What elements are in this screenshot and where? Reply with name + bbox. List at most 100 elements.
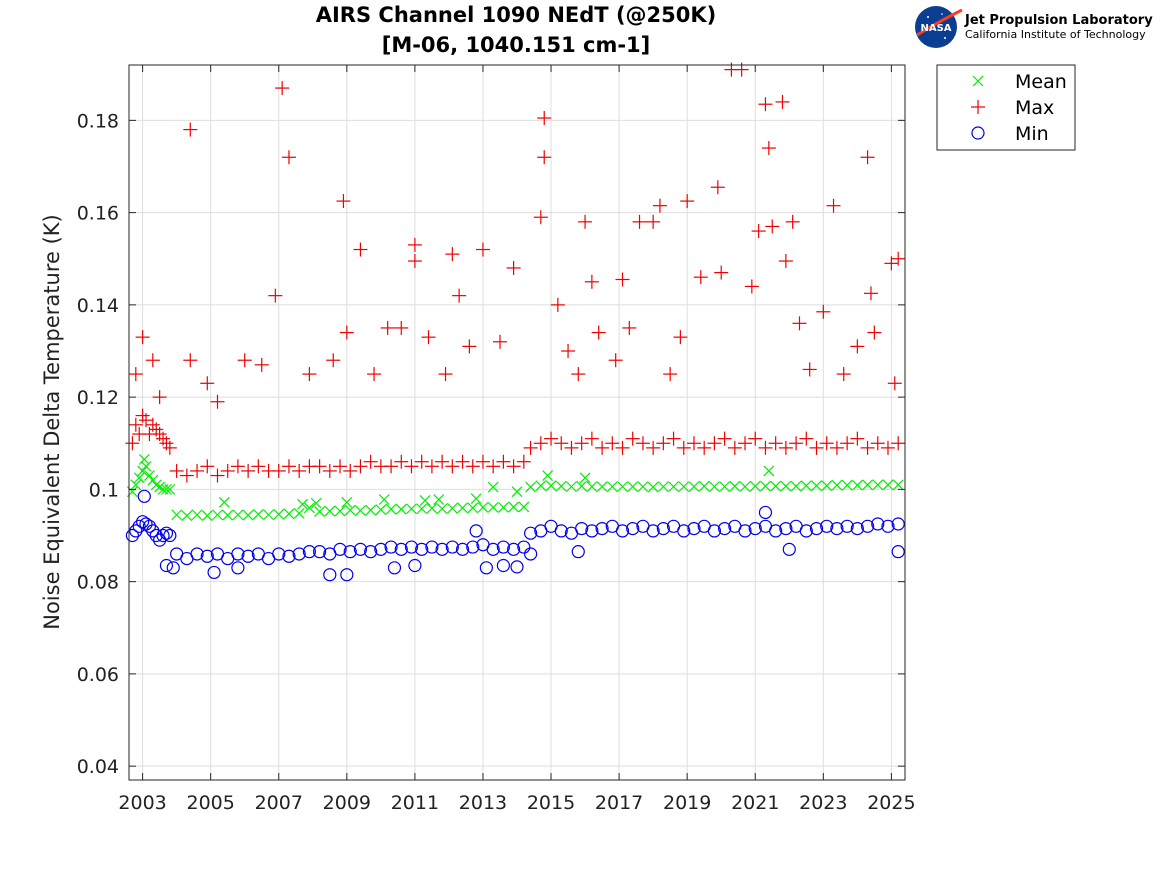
data-point-min — [479, 561, 493, 575]
data-point-min — [364, 545, 378, 559]
data-point-max — [152, 390, 167, 405]
data-point-mean — [419, 495, 431, 506]
data-point-max — [850, 339, 865, 354]
data-point-mean — [232, 509, 244, 521]
data-point-max — [210, 394, 225, 409]
data-point-min — [677, 524, 691, 538]
data-point-mean — [668, 481, 679, 493]
data-point-max — [707, 436, 722, 451]
data-point-mean — [708, 481, 720, 493]
data-point-mean — [273, 508, 285, 520]
data-point-min — [132, 519, 146, 533]
data-point-mean — [678, 481, 690, 493]
data-point-min — [687, 521, 701, 536]
data-point-mean — [344, 504, 356, 516]
y-tick-label: 0.16 — [77, 203, 119, 225]
data-point-max — [625, 431, 640, 446]
data-point-min — [466, 540, 480, 554]
data-point-mean — [150, 479, 162, 491]
data-point-min — [156, 528, 170, 543]
data-point-mean — [161, 483, 172, 495]
x-tick-label: 2009 — [323, 792, 371, 814]
data-point-max — [394, 320, 409, 335]
data-point-max — [533, 210, 548, 225]
data-point-mean — [433, 494, 445, 505]
data-point-mean — [800, 480, 812, 492]
data-point-mean — [218, 496, 230, 508]
data-point-min — [125, 528, 140, 543]
data-point-max — [230, 459, 245, 474]
data-point-min — [387, 561, 402, 575]
data-point-mean — [334, 505, 346, 517]
x-tick-label: 2017 — [595, 792, 643, 814]
nasa-wordmark: NASA — [920, 23, 951, 34]
data-point-max — [421, 330, 436, 345]
data-point-max — [254, 357, 269, 372]
data-point-max — [717, 431, 732, 446]
data-point-max — [714, 265, 729, 280]
data-point-mean — [395, 503, 407, 515]
data-point-min — [799, 524, 813, 538]
data-point-mean — [606, 481, 618, 493]
data-point-mean — [201, 510, 213, 522]
series-max — [125, 62, 906, 483]
data-point-max — [802, 362, 817, 377]
data-point-max — [183, 122, 198, 137]
data-point-min — [524, 547, 538, 561]
x-tick-label: 2021 — [731, 792, 779, 814]
data-point-max — [891, 251, 906, 266]
data-point-min — [585, 524, 599, 538]
data-point-max — [860, 440, 875, 455]
data-point-max — [424, 459, 439, 474]
data-point-max — [333, 459, 348, 474]
data-point-mean — [487, 481, 499, 493]
data-point-mean — [467, 502, 479, 514]
data-point-max — [785, 214, 800, 229]
y-tick-label: 0.1 — [89, 479, 119, 501]
data-point-max — [666, 431, 681, 446]
legend: Mean Max Min — [936, 64, 1076, 151]
data-point-min — [282, 549, 296, 563]
data-point-mean — [841, 479, 853, 491]
data-point-mean — [310, 497, 322, 509]
data-layer — [125, 62, 906, 582]
data-point-min — [159, 558, 174, 573]
data-point-max — [578, 214, 593, 229]
data-point-mean — [770, 480, 782, 492]
data-point-max — [867, 325, 882, 340]
legend-label-max: Max — [1015, 97, 1054, 119]
data-point-min — [231, 561, 245, 575]
data-point-max — [605, 436, 620, 451]
data-point-min — [159, 526, 174, 540]
data-point-max — [819, 436, 834, 451]
data-point-mean — [314, 506, 326, 517]
data-point-max — [407, 254, 422, 269]
x-tick-label: 2013 — [459, 792, 507, 814]
data-point-max — [281, 150, 296, 165]
data-point-min — [340, 568, 354, 582]
data-point-min — [891, 545, 905, 559]
data-point-max — [615, 440, 630, 455]
data-point-max — [237, 353, 252, 368]
data-point-max — [455, 454, 470, 469]
data-point-min — [149, 528, 163, 543]
data-point-max — [281, 459, 296, 474]
data-point-mean — [862, 479, 873, 491]
data-point-max — [693, 270, 708, 285]
data-point-max — [275, 81, 290, 96]
data-point-max — [554, 436, 569, 451]
data-point-min — [718, 521, 732, 536]
data-point-min — [136, 515, 150, 529]
data-point-mean — [739, 481, 751, 493]
data-point-max — [475, 242, 490, 257]
data-point-min — [748, 521, 762, 536]
data-point-min — [445, 540, 459, 554]
data-point-mean — [137, 465, 149, 477]
data-point-mean — [698, 480, 710, 492]
data-point-min — [769, 524, 783, 538]
data-point-max — [326, 353, 341, 368]
data-point-mean — [688, 481, 700, 493]
data-point-mean — [263, 509, 274, 521]
data-point-max — [826, 198, 841, 213]
data-point-mean — [508, 501, 520, 513]
